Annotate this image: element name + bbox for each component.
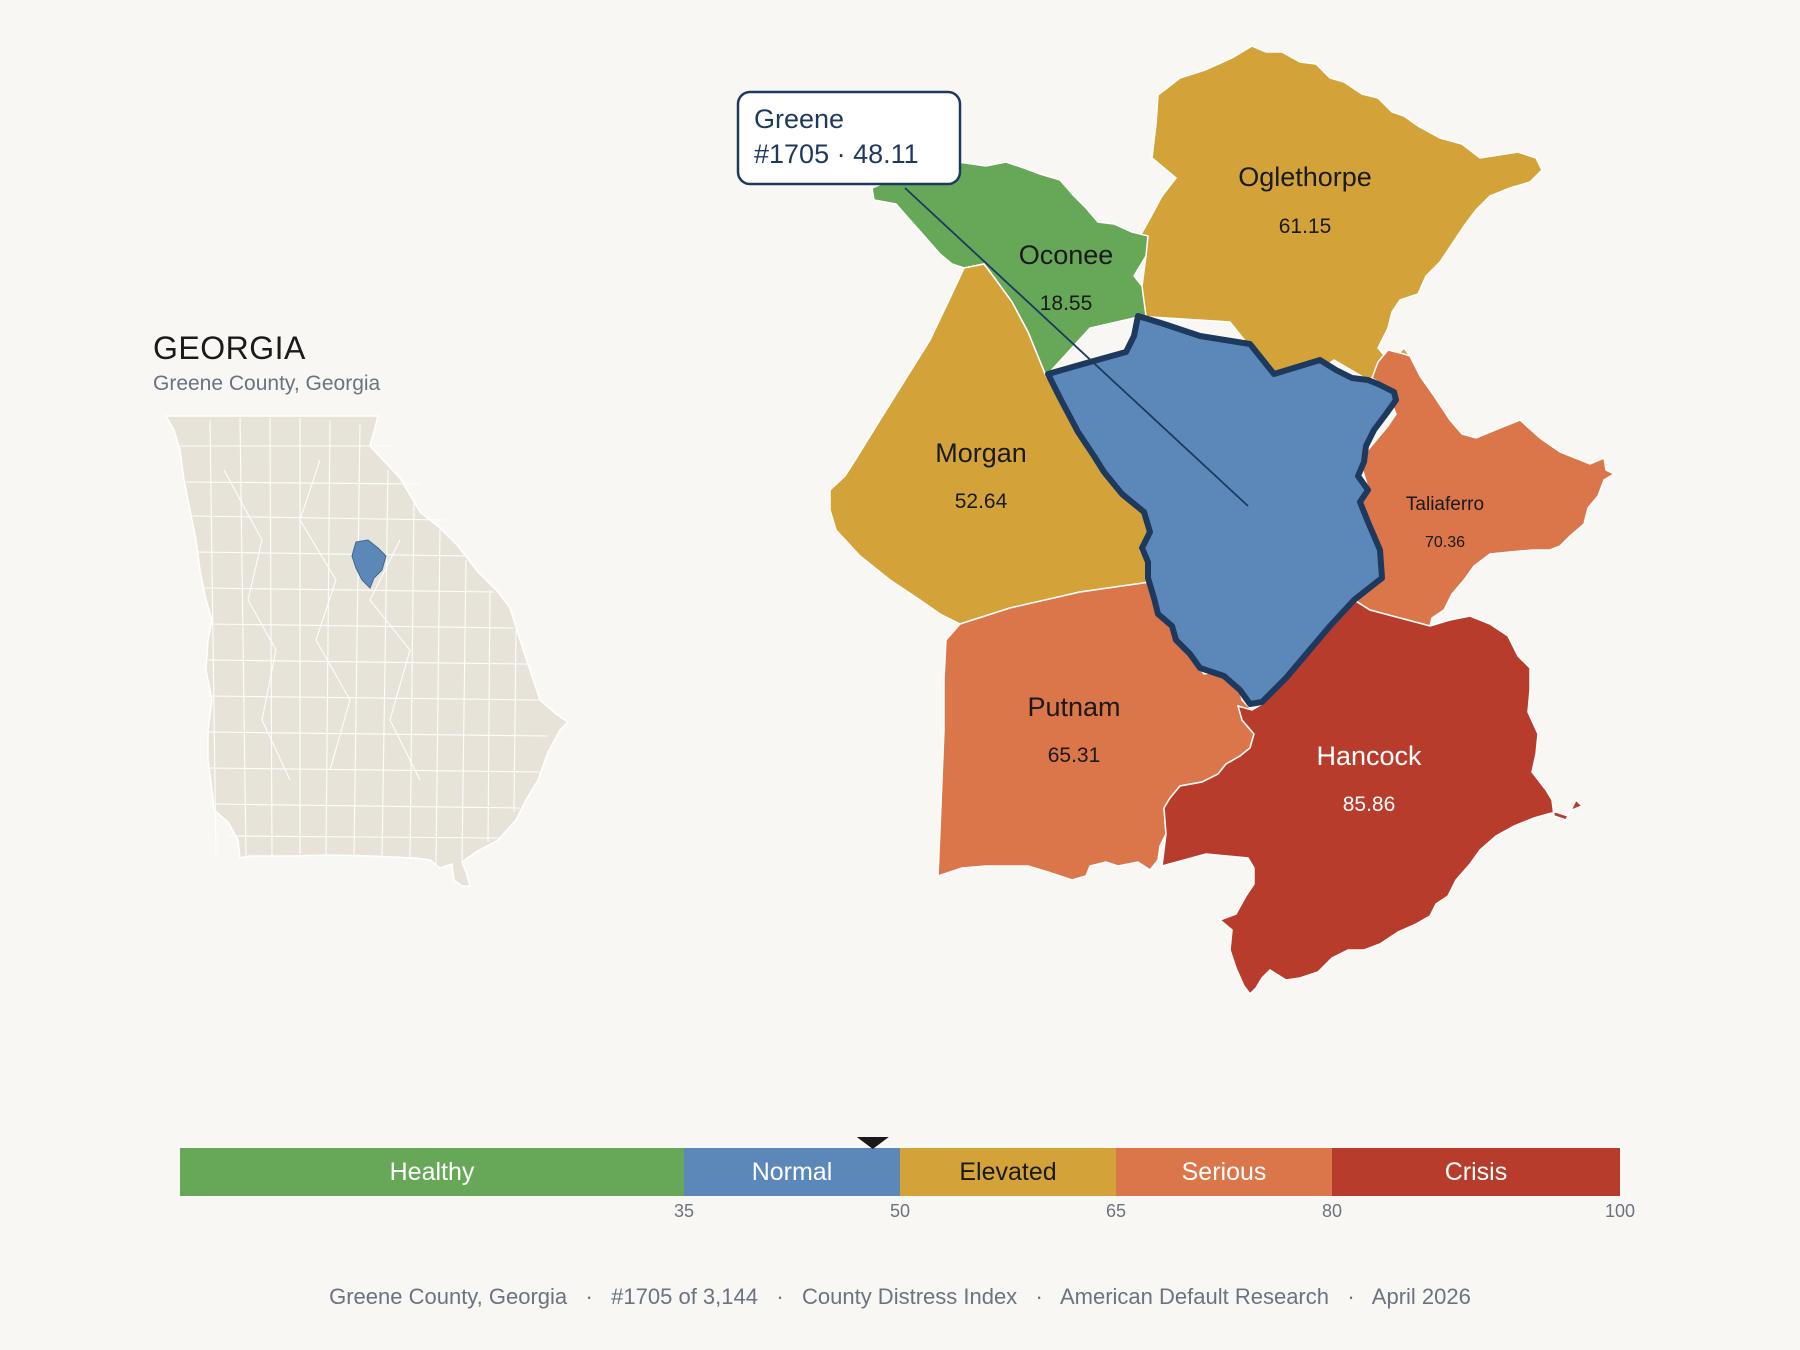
inset-subtitle: Greene County, Georgia (153, 372, 381, 395)
legend-segment-crisis (1332, 1148, 1620, 1196)
legend-label-normal: Normal (752, 1158, 833, 1186)
footer-place: Greene County, Georgia (329, 1284, 568, 1309)
footer-sep-2: · (757, 1284, 802, 1309)
footer-index: County Distress Index (801, 1284, 1018, 1309)
legend-tick-80: 80 (1322, 1201, 1342, 1221)
county-label-hancock: Hancock (1316, 741, 1422, 771)
county-label-oglethorpe: Oglethorpe (1238, 162, 1372, 192)
legend-segment-normal (684, 1148, 900, 1196)
footer-source: American Default Research (1059, 1284, 1329, 1309)
footer-sep-1: · (567, 1284, 612, 1309)
county-callout: Greene #1705 · 48.11 (736, 90, 962, 186)
callout-leader-line (904, 187, 1249, 507)
county-score-taliaferro: 70.36 (1425, 534, 1465, 551)
county-labels: Oglethorpe 61.15 Oconee 18.55 Morgan 52.… (935, 162, 1484, 816)
legend-segment-serious (1116, 1148, 1332, 1196)
footer-rank: #1705 of 3,144 (611, 1284, 758, 1309)
callout-box (736, 90, 962, 186)
county-greene-highlight[interactable] (1045, 313, 1399, 707)
footer-sep-3: · (1017, 1284, 1060, 1309)
legend-label-crisis: Crisis (1445, 1158, 1508, 1186)
county-score-hancock: 85.86 (1343, 793, 1396, 816)
county-label-morgan: Morgan (935, 438, 1027, 468)
legend-segment-elevated (900, 1148, 1116, 1196)
legend-marker-triangle (856, 1137, 889, 1149)
regional-map: Oglethorpe 61.15 Oconee 18.55 Morgan 52.… (736, 45, 1616, 996)
callout-county-name: Greene (754, 104, 844, 134)
legend-tick-35: 35 (674, 1201, 694, 1221)
county-label-oconee: Oconee (1019, 240, 1114, 270)
legend-tick-50: 50 (890, 1201, 910, 1221)
legend-segment-healthy (180, 1148, 684, 1196)
county-label-taliaferro: Taliaferro (1406, 494, 1484, 515)
county-score-oconee: 18.55 (1040, 292, 1093, 315)
legend-tick-65: 65 (1106, 1201, 1126, 1221)
county-score-oglethorpe: 61.15 (1279, 215, 1332, 238)
footer-credits: Greene County, Georgia · #1705 of 3,144 … (0, 1284, 1800, 1310)
county-score-morgan: 52.64 (955, 490, 1008, 513)
legend-label-healthy: Healthy (390, 1158, 475, 1186)
inset-greene-highlight (351, 539, 387, 589)
legend-tick-100: 100 (1605, 1201, 1635, 1221)
county-score-putnam: 65.31 (1048, 744, 1101, 767)
inset-state-name: GEORGIA (153, 330, 306, 366)
callout-rank-score: #1705 · 48.11 (754, 139, 919, 169)
legend-label-serious: Serious (1182, 1158, 1267, 1186)
legend-label-elevated: Elevated (959, 1158, 1056, 1186)
county-label-putnam: Putnam (1027, 692, 1120, 722)
footer-date: April 2026 (1371, 1284, 1471, 1309)
inset-state-shape (164, 415, 570, 887)
footer-sep-4: · (1329, 1284, 1372, 1309)
inset-county-lines (180, 417, 549, 865)
county-oconee[interactable] (871, 161, 1149, 378)
county-oglethorpe[interactable] (1129, 45, 1543, 381)
inset-georgia-map (164, 415, 570, 887)
legend-scale: Healthy Normal Elevated Serious Crisis 35 50 65… (180, 1137, 1635, 1221)
